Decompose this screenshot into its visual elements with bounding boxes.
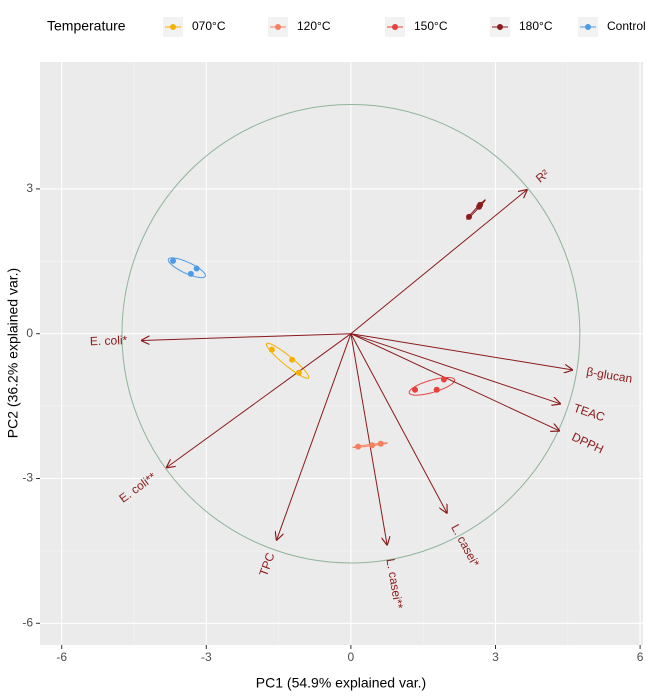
- legend-dot: [275, 24, 281, 30]
- point: [440, 376, 447, 383]
- point: [369, 442, 376, 449]
- x-tick-label: 6: [637, 650, 644, 664]
- legend-label: 070°C: [192, 19, 226, 33]
- point: [289, 356, 296, 363]
- legend-title: Temperature: [47, 18, 126, 34]
- x-tick-label: -3: [201, 650, 212, 664]
- loading-arrow: [350, 333, 572, 370]
- legend-dot: [392, 24, 398, 30]
- legend-label: 180°C: [519, 19, 553, 33]
- x-tick-label: 0: [348, 650, 355, 664]
- y-axis-title: PC2 (36.2% explained var.): [5, 268, 21, 438]
- point: [433, 386, 440, 393]
- y-tick-label: 0: [26, 326, 33, 340]
- group-ellipse: [265, 342, 310, 379]
- legend-dot: [497, 24, 503, 30]
- point: [477, 201, 484, 208]
- point: [355, 443, 362, 450]
- point: [412, 386, 419, 393]
- y-tick-label: 3: [26, 181, 33, 195]
- legend-label: 120°C: [297, 19, 331, 33]
- loading-arrow: [277, 333, 352, 540]
- loading-arrow: [350, 333, 560, 404]
- legend-label: 150°C: [414, 19, 448, 33]
- legend-dot: [585, 24, 591, 30]
- group-ellipse: [167, 257, 206, 279]
- loading-arrow: [350, 333, 447, 513]
- correlation-circle: [121, 103, 581, 564]
- loading-label: E. coli*: [90, 333, 128, 348]
- point: [377, 440, 384, 447]
- point: [187, 270, 194, 277]
- legend-dot: [170, 24, 176, 30]
- loading-arrow: [167, 333, 352, 468]
- point: [465, 213, 472, 220]
- panel: [40, 62, 643, 645]
- y-tick-label: -6: [22, 615, 33, 629]
- loading-arrow: [350, 333, 387, 545]
- loading-arrow: [142, 333, 351, 341]
- point: [170, 257, 177, 264]
- loading-arrow: [350, 333, 559, 431]
- point: [193, 265, 200, 272]
- x-tick-label: -6: [56, 650, 67, 664]
- x-tick-label: 3: [492, 650, 499, 664]
- point: [268, 346, 275, 353]
- y-tick-label: -3: [22, 471, 33, 485]
- x-axis-title: PC1 (54.9% explained var.): [256, 675, 426, 691]
- loading-arrow: [350, 190, 527, 335]
- point: [295, 369, 302, 376]
- legend-label: Control: [607, 19, 646, 33]
